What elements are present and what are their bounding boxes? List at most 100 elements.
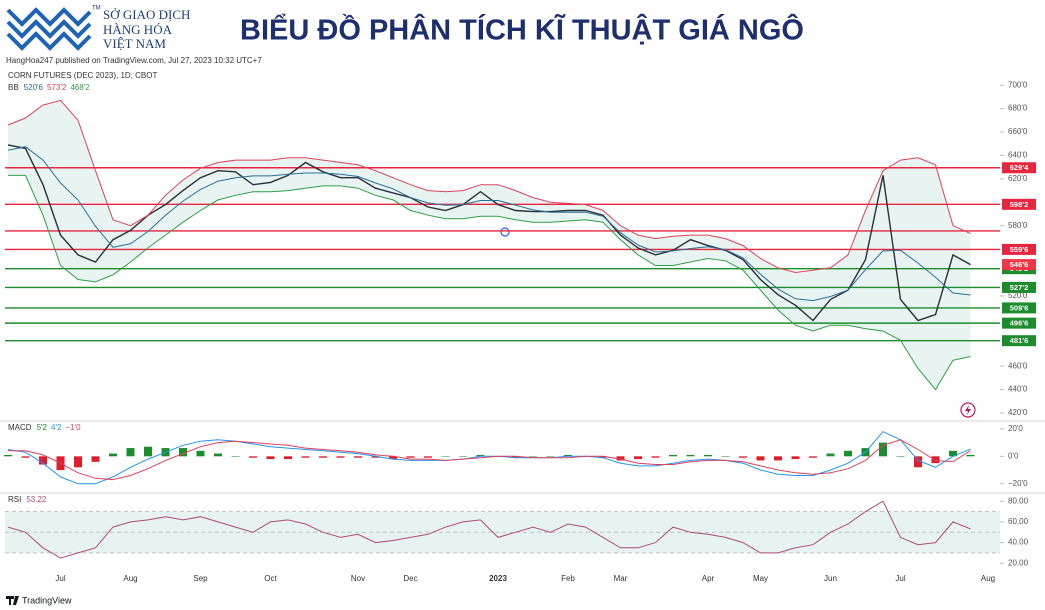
published-note: HangHoa247 published on TradingView.com,… xyxy=(6,56,262,65)
histogram-bar xyxy=(214,453,222,457)
x-tick-label: Oct xyxy=(264,574,277,583)
page-title: BIỂU ĐỒ PHÂN TÍCH KĨ THUẬT GIÁ NGÔ xyxy=(240,13,804,47)
indicator-value: 520'6 xyxy=(24,83,44,92)
level-label-box xyxy=(1002,335,1036,347)
y-tick-label: 620'0 xyxy=(1008,174,1028,183)
histogram-bar xyxy=(669,454,677,457)
x-tick-label: Apr xyxy=(702,574,715,583)
histogram-bar xyxy=(966,454,975,457)
histogram-bar xyxy=(406,456,415,458)
y-tick-label: 680'0 xyxy=(1008,104,1028,113)
y-tick-label: 460'0 xyxy=(1008,361,1028,370)
y-tick-label: 580'0 xyxy=(1008,221,1028,230)
series-line xyxy=(7,144,971,322)
x-tick-label: Dec xyxy=(403,574,417,583)
histogram-bar xyxy=(949,450,957,457)
y-tick-label: 520'0 xyxy=(1008,291,1028,300)
histogram-bar xyxy=(809,456,817,458)
histogram-bar xyxy=(126,448,135,457)
histogram-bar xyxy=(931,456,940,464)
histogram-bar xyxy=(249,456,257,458)
level-label: 559'6 xyxy=(1010,245,1028,254)
histogram-bar xyxy=(354,456,362,458)
level-label-box xyxy=(1002,317,1036,329)
logo-stroke xyxy=(6,31,92,51)
histogram-bar xyxy=(634,456,642,460)
level-label: 481'6 xyxy=(1010,336,1028,345)
histogram-bar xyxy=(336,456,345,458)
logo-icon xyxy=(6,7,92,51)
logo-line: HÀNG HÓA xyxy=(103,22,173,37)
histogram-bar xyxy=(914,456,922,468)
series-line xyxy=(8,439,971,481)
histogram-bar xyxy=(739,456,747,458)
symbol: CORN FUTURES (DEC 2023), 1D, CBOT xyxy=(8,71,157,80)
histogram-bar xyxy=(459,456,467,457)
level-label-box xyxy=(1002,198,1036,210)
histogram-bar xyxy=(319,456,327,458)
histogram-bar xyxy=(21,456,30,458)
logo-tm: TM xyxy=(92,6,101,12)
y-tick-label: 640'0 xyxy=(1008,151,1028,160)
histogram-bar xyxy=(301,456,310,458)
histogram-bar xyxy=(511,456,520,458)
x-tick-label: Nov xyxy=(351,574,365,583)
indicator-value: 53.22 xyxy=(26,495,47,504)
level-label: 598'2 xyxy=(1010,200,1028,209)
logo-line: VIỆT NAM xyxy=(103,36,166,51)
x-tick-label: Feb xyxy=(561,574,575,583)
histogram-bar xyxy=(441,456,450,457)
histogram-bar xyxy=(4,454,12,457)
series-line xyxy=(7,146,971,302)
level-label: 629'4 xyxy=(1010,163,1029,172)
y-tick-label: 420'0 xyxy=(1008,408,1028,417)
histogram-bar xyxy=(599,456,607,458)
histogram-bar xyxy=(231,456,240,457)
series-line xyxy=(7,99,971,274)
histogram-bar xyxy=(196,450,205,457)
level-label-box xyxy=(1002,243,1036,255)
y-tick-label: 660'0 xyxy=(1008,127,1028,136)
histogram-bar xyxy=(424,456,432,458)
last-price-box xyxy=(1002,259,1036,271)
histogram-bar xyxy=(721,456,730,457)
histogram-bar xyxy=(791,456,800,460)
x-tick-label: Jun xyxy=(824,574,837,583)
histogram-bar xyxy=(844,450,852,457)
y-tick-label: 40.00 xyxy=(1008,538,1029,547)
histogram-bar xyxy=(826,453,835,457)
histogram-bar xyxy=(91,456,100,462)
histogram-bar xyxy=(284,456,292,460)
histogram-bar xyxy=(774,456,782,461)
logo-line: SỞ GIAO DỊCH xyxy=(103,7,190,22)
pane-title: RSI xyxy=(8,495,21,504)
histogram-bar xyxy=(371,456,380,458)
series-line xyxy=(7,430,971,485)
histogram-bar xyxy=(756,456,765,461)
histogram-bar xyxy=(39,456,47,465)
histogram-bar xyxy=(74,456,82,468)
marker xyxy=(500,227,510,237)
x-tick-label: May xyxy=(753,574,768,583)
y-tick-label: −20'0 xyxy=(1008,479,1028,488)
level-label-box xyxy=(1002,281,1036,293)
x-tick-label: Aug xyxy=(981,574,995,583)
alert-bolt xyxy=(965,405,971,415)
brand-icon xyxy=(6,596,19,605)
histogram-bar xyxy=(109,453,117,457)
y-tick-label: 60.00 xyxy=(1008,517,1029,526)
level-label: 527'2 xyxy=(1010,283,1028,292)
pane-title: BB xyxy=(8,83,19,92)
x-tick-label: Jul xyxy=(55,574,65,583)
band-fill xyxy=(8,100,971,390)
histogram-bar xyxy=(389,456,397,460)
indicator-value: 468'2 xyxy=(70,83,90,92)
histogram-bar xyxy=(546,456,555,457)
histogram-bar xyxy=(704,454,712,457)
histogram-bar xyxy=(564,454,572,457)
histogram-bar xyxy=(686,454,695,457)
y-tick-label: 80.00 xyxy=(1008,496,1029,505)
x-tick-label: Mar xyxy=(614,574,628,583)
histogram-bar xyxy=(879,442,887,457)
